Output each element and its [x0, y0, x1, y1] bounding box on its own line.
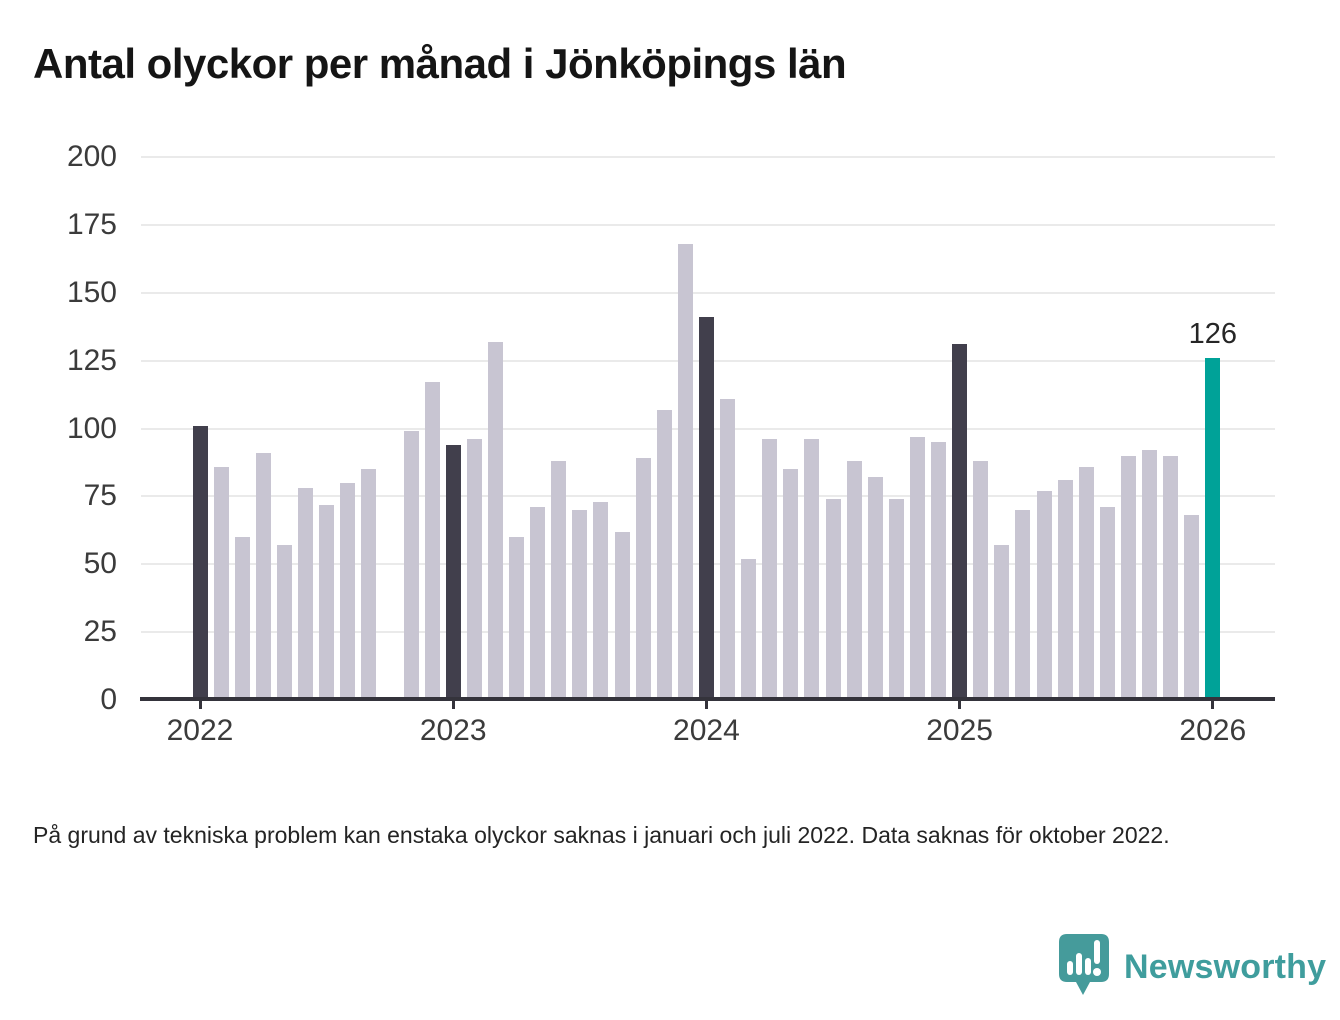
bar-2023-09: [614, 531, 630, 700]
bar-2022-01: [192, 425, 208, 700]
y-tick-label: 200: [66, 140, 117, 173]
chart-title: Antal olyckor per månad i Jönköpings län: [33, 40, 847, 87]
x-tick-label: 2024: [673, 714, 740, 747]
bar-2022-02: [213, 466, 229, 700]
bar-2024-02: [720, 398, 735, 700]
bar-2023-12: [677, 243, 693, 700]
bar-2023-03: [487, 341, 503, 700]
bar-2023-06: [551, 461, 567, 700]
y-tick-label: 25: [83, 615, 117, 649]
x-tick-mark: [704, 701, 708, 709]
bar-2022-08: [340, 482, 356, 700]
bar-2022-03: [234, 537, 250, 700]
bar-2024-04: [762, 439, 778, 700]
newsworthy-icon: [1057, 932, 1111, 1003]
bar-2024-10: [888, 499, 904, 700]
y-tick-label: 100: [66, 411, 117, 445]
bar-2024-09: [867, 477, 883, 700]
bar-2026-01: [1205, 357, 1221, 700]
gridline: [141, 223, 1275, 226]
bar-2025-07: [1078, 466, 1094, 700]
y-tick-label: 175: [66, 207, 117, 241]
bar-2023-08: [593, 501, 609, 700]
bar-2024-11: [909, 436, 925, 700]
bar-2025-06: [1057, 480, 1073, 700]
y-tick-label: 125: [66, 343, 117, 377]
bar-2022-11: [403, 431, 419, 700]
bar-2025-04: [1015, 510, 1031, 700]
gridline: [141, 291, 1275, 294]
bar-2025-01: [952, 344, 968, 700]
bar-2024-03: [741, 558, 757, 700]
bar-2023-10: [635, 458, 651, 700]
newsworthy-logo: Newsworthy: [1057, 932, 1326, 1003]
footnote: På grund av tekniska problem kan enstaka…: [33, 822, 1170, 848]
bar-2024-08: [846, 461, 862, 700]
bar-2025-10: [1142, 450, 1157, 700]
x-tick-label: 2023: [419, 714, 487, 747]
bar-2024-06: [804, 439, 820, 700]
bar-2022-07: [319, 504, 335, 700]
y-tick-label: 0: [100, 683, 117, 716]
x-tick-mark: [958, 701, 962, 709]
bar-2023-04: [509, 537, 524, 700]
bar-2023-07: [572, 510, 588, 700]
latest-value-label: 126: [1188, 317, 1237, 350]
x-tick-mark: [198, 701, 202, 709]
bar-2022-12: [424, 382, 440, 700]
x-tick-label: 2026: [1179, 714, 1247, 747]
bar-2022-04: [255, 452, 271, 700]
bar-2024-05: [783, 469, 799, 700]
bar-2025-11: [1163, 455, 1179, 700]
bar-2024-12: [931, 442, 946, 700]
bar-2023-05: [530, 507, 546, 700]
x-tick-mark: [451, 701, 455, 709]
y-tick-label: 150: [66, 275, 117, 309]
bar-2022-06: [298, 488, 313, 700]
bar-2022-05: [276, 545, 292, 700]
bar-2025-12: [1184, 515, 1200, 700]
x-axis-line: [140, 697, 1275, 701]
bar-2024-01: [698, 317, 714, 700]
y-tick-label: 50: [83, 547, 117, 581]
bar-2023-02: [466, 439, 482, 700]
x-tick-label: 2022: [166, 714, 234, 747]
bar-2025-05: [1036, 490, 1052, 700]
newsworthy-wordmark: Newsworthy: [1124, 948, 1327, 986]
x-tick-mark: [1211, 701, 1215, 709]
bar-2025-09: [1120, 455, 1136, 700]
x-tick-label: 2025: [926, 714, 993, 747]
bar-2024-07: [825, 499, 841, 700]
bar-2023-11: [656, 409, 672, 700]
bar-2023-01: [445, 444, 461, 700]
y-tick-label: 75: [83, 479, 117, 513]
bar-2025-03: [994, 545, 1010, 700]
bar-2022-09: [361, 469, 377, 700]
bar-2025-08: [1099, 507, 1115, 700]
bar-2025-02: [973, 461, 989, 700]
gridline: [141, 156, 1275, 158]
